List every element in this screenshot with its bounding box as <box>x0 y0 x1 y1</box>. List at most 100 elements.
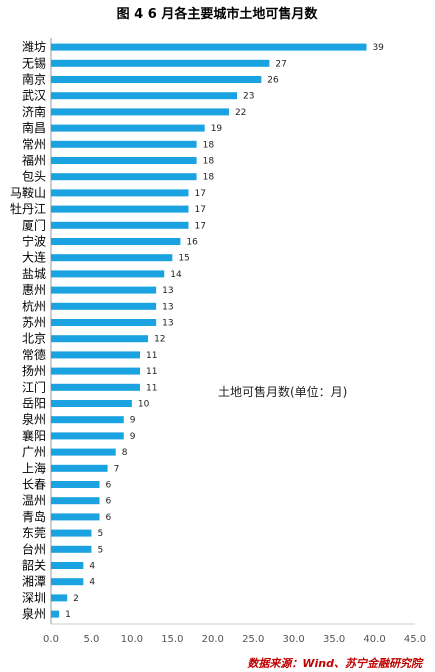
data-label: 14 <box>170 270 182 280</box>
bar <box>51 545 92 553</box>
x-tick-label: 20.0 <box>202 634 224 645</box>
category-label: 泉州 <box>22 607 46 621</box>
category-label: 马鞍山 <box>10 185 46 200</box>
data-label: 11 <box>146 367 157 377</box>
category-label: 北京 <box>22 332 46 346</box>
data-label: 23 <box>243 92 254 102</box>
category-label: 长春 <box>22 478 46 492</box>
data-label: 5 <box>97 529 103 539</box>
category-label: 韶关 <box>22 558 46 573</box>
data-label: 4 <box>89 562 95 572</box>
category-label: 苏州 <box>22 316 46 330</box>
bar <box>51 140 197 148</box>
legend-annotation: 土地可售月数(单位：月) <box>218 384 347 399</box>
chart-title: 图 4 6 月各主要城市土地可售月数 <box>117 6 319 22</box>
x-tick-label: 40.0 <box>363 634 385 645</box>
bar <box>51 270 165 278</box>
bar <box>51 108 229 116</box>
bar <box>51 351 140 359</box>
bar <box>51 432 124 440</box>
category-label: 济南 <box>22 104 46 119</box>
data-label: 26 <box>267 76 279 86</box>
category-label: 江门 <box>22 379 46 394</box>
category-label: 台州 <box>22 541 46 556</box>
category-label: 东莞 <box>22 526 46 540</box>
data-label: 17 <box>195 189 206 199</box>
bar <box>51 594 68 602</box>
data-label: 15 <box>178 254 189 264</box>
data-label: 5 <box>97 545 103 555</box>
bar <box>51 610 60 618</box>
category-label: 盐城 <box>22 267 46 281</box>
category-label: 常州 <box>22 137 46 151</box>
category-label: 深圳 <box>22 591 46 605</box>
data-label: 13 <box>162 319 173 329</box>
data-label: 6 <box>106 497 112 507</box>
value-labels: 3927262322191818181717171615141313131211… <box>65 43 384 620</box>
data-label: 39 <box>372 43 384 53</box>
bar <box>51 529 92 537</box>
bar <box>51 254 173 262</box>
category-label: 大连 <box>22 250 46 265</box>
data-label: 22 <box>235 108 246 118</box>
data-label: 16 <box>186 238 198 248</box>
data-label: 17 <box>195 205 206 215</box>
data-label: 9 <box>130 432 136 442</box>
category-label: 青岛 <box>22 509 46 524</box>
category-label: 温州 <box>22 494 46 508</box>
source-note: 数据来源：Wind、苏宁金融研究院 <box>247 657 424 670</box>
x-tick-label: 25.0 <box>242 634 264 645</box>
bar <box>51 481 100 488</box>
category-label: 惠州 <box>22 283 46 297</box>
x-tick-label: 30.0 <box>283 634 305 645</box>
category-label: 福州 <box>22 153 46 168</box>
data-label: 13 <box>162 302 173 312</box>
bar <box>51 513 100 521</box>
category-label: 泉州 <box>22 413 46 427</box>
bar <box>51 319 157 326</box>
category-label: 上海 <box>22 460 46 475</box>
data-label: 11 <box>146 351 157 361</box>
bars-group <box>51 43 367 618</box>
data-label: 13 <box>162 286 173 296</box>
x-tick-label: 35.0 <box>323 634 345 645</box>
data-label: 11 <box>146 383 157 393</box>
category-label: 南昌 <box>22 120 46 135</box>
bar <box>51 173 197 181</box>
bar <box>51 367 140 375</box>
bar <box>51 416 124 424</box>
category-label: 湘潭 <box>22 574 46 589</box>
category-label: 宁波 <box>22 234 46 249</box>
category-label: 扬州 <box>22 363 46 378</box>
data-label: 9 <box>130 416 136 426</box>
bar <box>51 221 189 229</box>
data-label: 7 <box>114 464 120 474</box>
data-label: 18 <box>203 140 215 150</box>
category-label: 常德 <box>22 347 46 362</box>
bar <box>51 448 116 456</box>
data-label: 1 <box>65 610 71 620</box>
bar <box>51 238 181 245</box>
x-tick-label: 0.0 <box>43 634 59 645</box>
category-label: 襄阳 <box>22 428 46 443</box>
bar <box>51 59 270 67</box>
bar <box>51 286 157 294</box>
bar <box>51 189 189 197</box>
bar <box>51 43 367 51</box>
bar <box>51 157 197 164</box>
category-label: 岳阳 <box>22 397 46 411</box>
bar <box>51 464 108 472</box>
bar <box>51 335 149 343</box>
data-label: 8 <box>122 448 128 458</box>
category-label: 广州 <box>22 445 46 459</box>
data-label: 2 <box>73 594 79 604</box>
data-label: 27 <box>275 59 286 69</box>
data-label: 6 <box>106 513 112 523</box>
data-label: 6 <box>106 481 112 491</box>
bar <box>51 400 132 407</box>
bar <box>51 205 189 213</box>
category-label: 武汉 <box>22 89 46 103</box>
x-tick-label: 15.0 <box>161 634 183 645</box>
bar <box>51 578 84 586</box>
